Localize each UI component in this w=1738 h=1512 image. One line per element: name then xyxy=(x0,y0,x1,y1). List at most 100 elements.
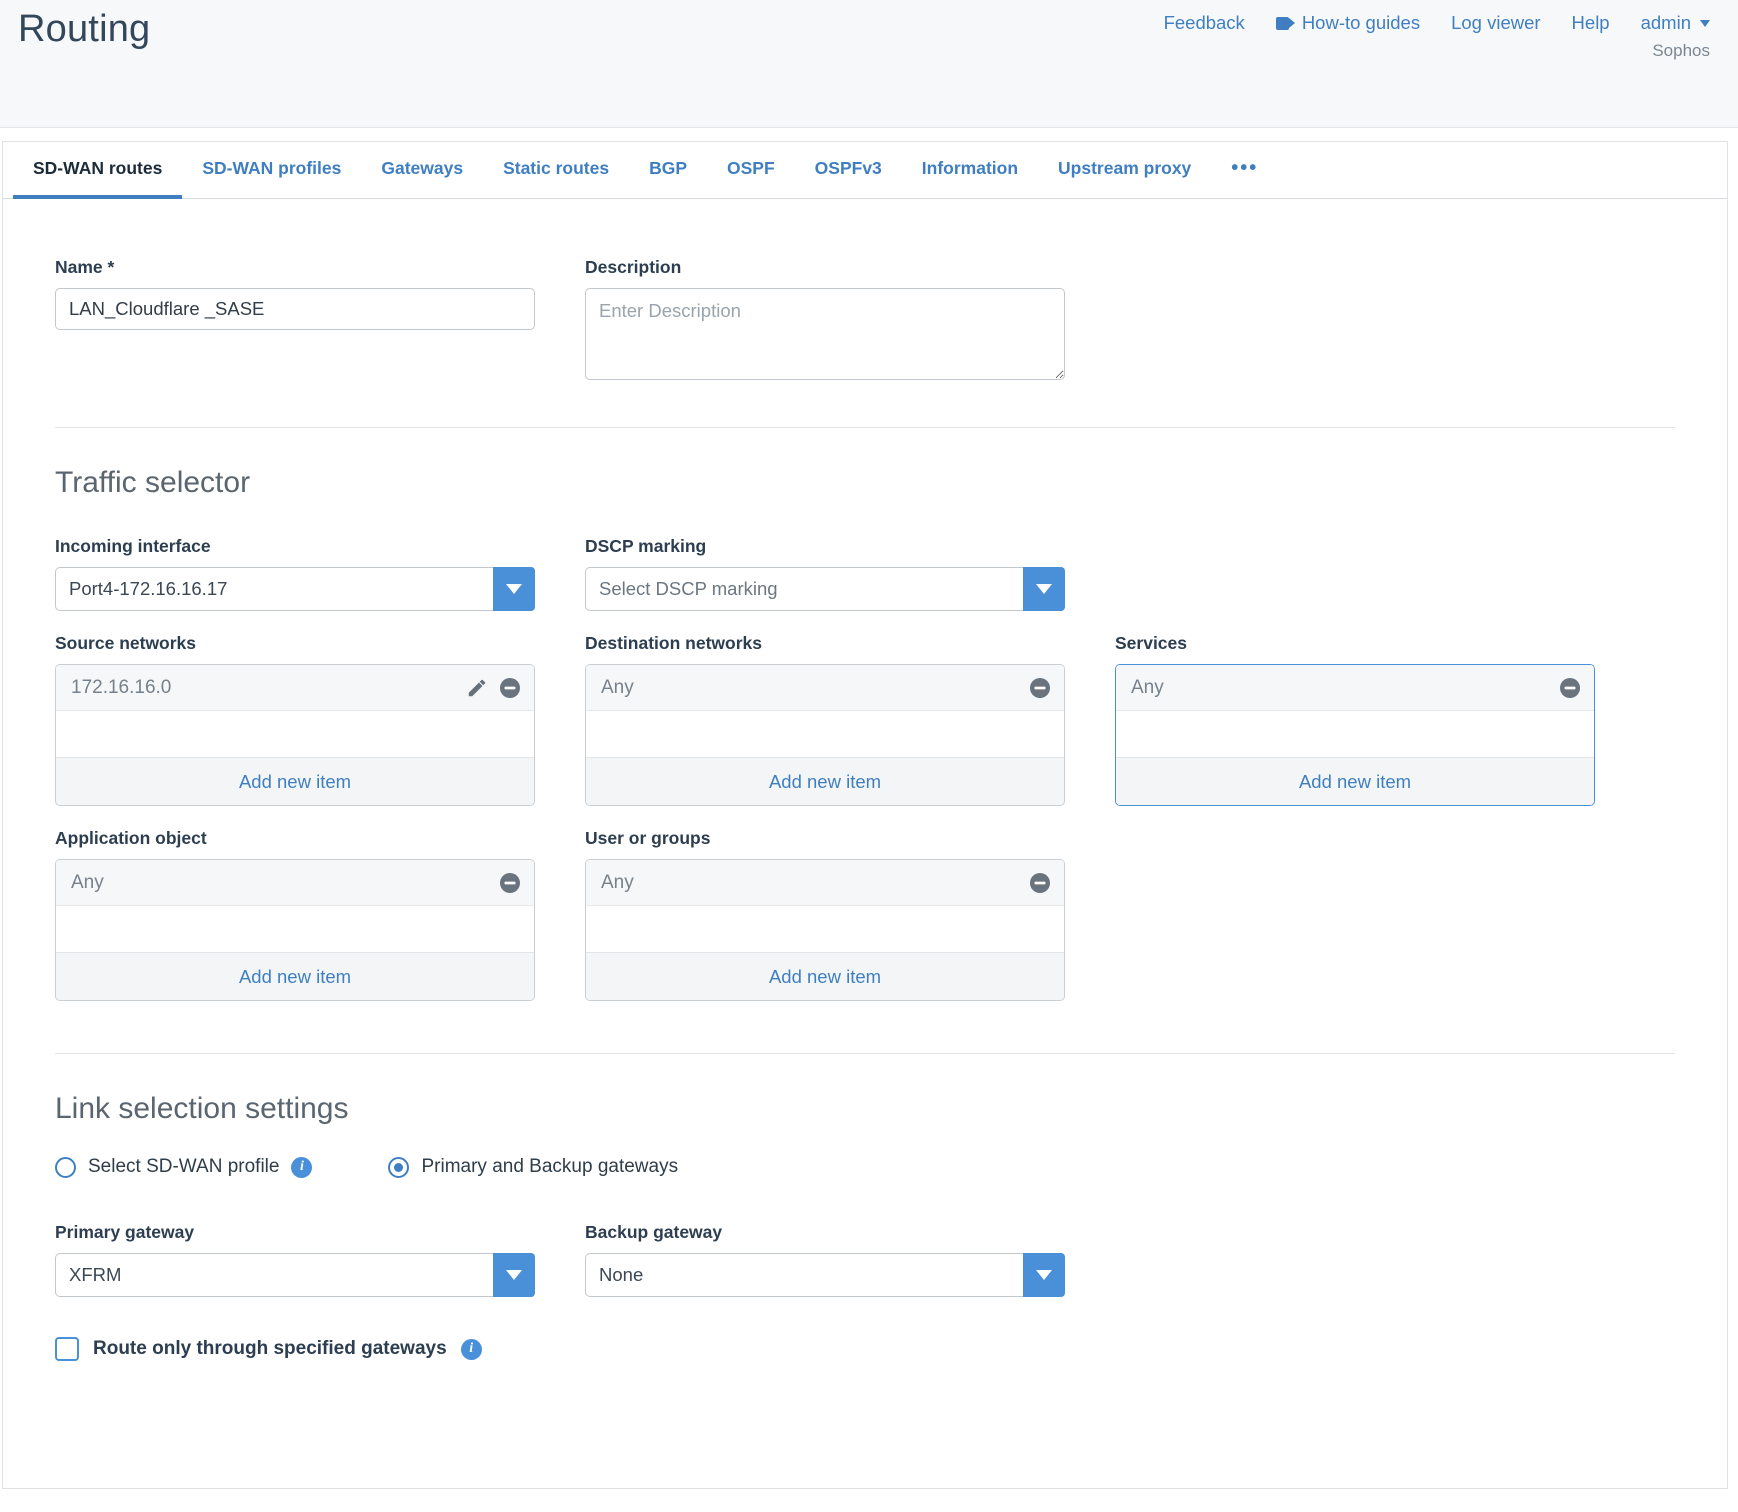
list-item-actions xyxy=(498,871,522,895)
nav-feedback[interactable]: Feedback xyxy=(1164,12,1245,34)
divider-traffic xyxy=(55,427,1675,428)
user-organization: Sophos xyxy=(1652,41,1710,60)
info-icon[interactable]: i xyxy=(291,1156,313,1178)
chevron-down-icon xyxy=(1700,19,1710,27)
tab-label: Upstream proxy xyxy=(1058,158,1192,178)
description-textarea[interactable] xyxy=(585,288,1065,380)
divider-link-selection xyxy=(55,1053,1675,1054)
list-item-actions xyxy=(1558,676,1582,700)
nav-admin-label: admin xyxy=(1640,12,1691,33)
source-networks-add-new-item[interactable]: Add new item xyxy=(56,757,534,805)
tab-label: BGP xyxy=(649,158,688,178)
nav-log-viewer[interactable]: Log viewer xyxy=(1451,12,1540,34)
video-icon xyxy=(1275,16,1295,30)
incoming-interface-group: Incoming interface Port4-172.16.16.17 xyxy=(55,536,535,611)
tab-bar: SD-WAN routes SD-WAN profiles Gateways S… xyxy=(2,141,1728,199)
tab-information[interactable]: Information xyxy=(902,142,1038,199)
remove-minus-icon[interactable] xyxy=(1028,676,1052,700)
name-input[interactable] xyxy=(55,288,535,330)
top-bar: Routing Feedback How-to guides Log viewe… xyxy=(0,0,1738,128)
radio-button-icon[interactable] xyxy=(55,1156,76,1178)
destination-networks-group: Destination networks Any Add new ite xyxy=(585,633,1065,806)
description-label: Description xyxy=(585,257,682,277)
destination-networks-listbox: Any Add new item xyxy=(585,664,1065,806)
nav-help[interactable]: Help xyxy=(1572,12,1610,34)
remove-minus-icon[interactable] xyxy=(1558,676,1582,700)
chevron-down-icon[interactable] xyxy=(1023,1253,1065,1297)
list-item-label: Any xyxy=(601,871,634,893)
tab-gateways[interactable]: Gateways xyxy=(361,142,483,199)
link-selection-radio-group: Select SD-WAN profile i Primary and Back… xyxy=(55,1156,1675,1178)
list-item-actions xyxy=(1028,871,1052,895)
tab-overflow-menu[interactable]: ••• xyxy=(1211,142,1278,199)
page-title: Routing xyxy=(18,8,151,50)
radio-select-sd-wan-profile-label: Select SD-WAN profile xyxy=(88,1156,280,1177)
tab-label: SD-WAN routes xyxy=(33,158,163,178)
dscp-marking-select[interactable]: Select DSCP marking xyxy=(585,567,1065,611)
top-navigation: Feedback How-to guides Log viewer Help a… xyxy=(1164,12,1710,34)
name-field-group: Name * xyxy=(55,257,535,385)
list-item-actions xyxy=(1028,676,1052,700)
name-description-row: Name * Description xyxy=(55,257,1675,385)
incoming-interface-select[interactable]: Port4-172.16.16.17 xyxy=(55,567,535,611)
list-item[interactable]: Any xyxy=(56,860,534,906)
dscp-marking-group: DSCP marking Select DSCP marking xyxy=(585,536,1065,611)
sd-wan-route-form-panel: Name * Description Traffic selector Inco… xyxy=(2,199,1728,1489)
tab-sd-wan-profiles[interactable]: SD-WAN profiles xyxy=(182,142,361,199)
application-object-label: Application object xyxy=(55,828,207,848)
tab-sd-wan-routes[interactable]: SD-WAN routes xyxy=(13,142,183,199)
remove-minus-icon[interactable] xyxy=(1028,871,1052,895)
tab-upstream-proxy[interactable]: Upstream proxy xyxy=(1038,142,1211,199)
chevron-down-icon[interactable] xyxy=(493,567,535,611)
user-or-groups-items: Any xyxy=(586,860,1064,952)
nav-how-to-guides-label: How-to guides xyxy=(1301,12,1421,33)
radio-button-icon[interactable] xyxy=(388,1156,410,1178)
chevron-down-icon[interactable] xyxy=(493,1253,535,1297)
remove-minus-icon[interactable] xyxy=(498,871,522,895)
info-icon[interactable]: i xyxy=(460,1338,482,1360)
nav-admin-menu[interactable]: admin xyxy=(1641,12,1710,34)
destination-networks-add-new-item[interactable]: Add new item xyxy=(586,757,1064,805)
tab-ospf[interactable]: OSPF xyxy=(707,142,795,199)
route-only-checkbox[interactable] xyxy=(55,1337,79,1361)
tab-ospfv3[interactable]: OSPFv3 xyxy=(795,142,902,199)
remove-minus-icon[interactable] xyxy=(498,676,522,700)
nav-feedback-label: Feedback xyxy=(1163,12,1245,33)
tab-label: OSPF xyxy=(727,158,775,178)
tab-label: Gateways xyxy=(381,158,464,178)
application-object-items: Any xyxy=(56,860,534,952)
application-object-listbox: Any Add new item xyxy=(55,859,535,1001)
services-items: Any xyxy=(1116,665,1594,757)
destination-networks-items: Any xyxy=(586,665,1064,757)
primary-gateway-select[interactable]: XFRM xyxy=(55,1253,535,1297)
tab-bgp[interactable]: BGP xyxy=(629,142,707,199)
services-listbox: Any Add new item xyxy=(1115,664,1595,806)
source-networks-listbox: 172.16.16.0 Add new item xyxy=(55,664,535,806)
services-group: Services Any Add new item xyxy=(1115,633,1595,806)
services-label: Services xyxy=(1115,633,1188,653)
list-item-actions xyxy=(466,676,522,700)
radio-select-sd-wan-profile[interactable]: Select SD-WAN profile i xyxy=(55,1156,313,1178)
list-item[interactable]: Any xyxy=(586,665,1064,711)
nav-log-viewer-label: Log viewer xyxy=(1451,12,1541,33)
application-object-add-new-item[interactable]: Add new item xyxy=(56,952,534,1000)
description-field-group: Description xyxy=(585,257,1065,385)
tab-label: OSPFv3 xyxy=(814,158,882,178)
services-add-new-item[interactable]: Add new item xyxy=(1116,757,1594,805)
radio-primary-backup-gateways-label: Primary and Backup gateways xyxy=(421,1156,679,1177)
link-selection-title: Link selection settings xyxy=(55,1092,349,1125)
incoming-interface-value: Port4-172.16.16.17 xyxy=(55,567,493,611)
tab-static-routes[interactable]: Static routes xyxy=(483,142,629,199)
radio-primary-backup-gateways[interactable]: Primary and Backup gateways xyxy=(388,1156,678,1178)
list-item[interactable]: Any xyxy=(1116,665,1594,711)
chevron-down-icon[interactable] xyxy=(1023,567,1065,611)
list-item[interactable]: Any xyxy=(586,860,1064,906)
destination-networks-label: Destination networks xyxy=(585,633,762,653)
list-item-label: Any xyxy=(601,676,634,698)
backup-gateway-group: Backup gateway None xyxy=(585,1222,1065,1297)
backup-gateway-select[interactable]: None xyxy=(585,1253,1065,1297)
edit-pencil-icon[interactable] xyxy=(466,677,488,699)
user-or-groups-add-new-item[interactable]: Add new item xyxy=(586,952,1064,1000)
list-item[interactable]: 172.16.16.0 xyxy=(56,665,534,711)
nav-how-to-guides[interactable]: How-to guides xyxy=(1275,12,1421,34)
